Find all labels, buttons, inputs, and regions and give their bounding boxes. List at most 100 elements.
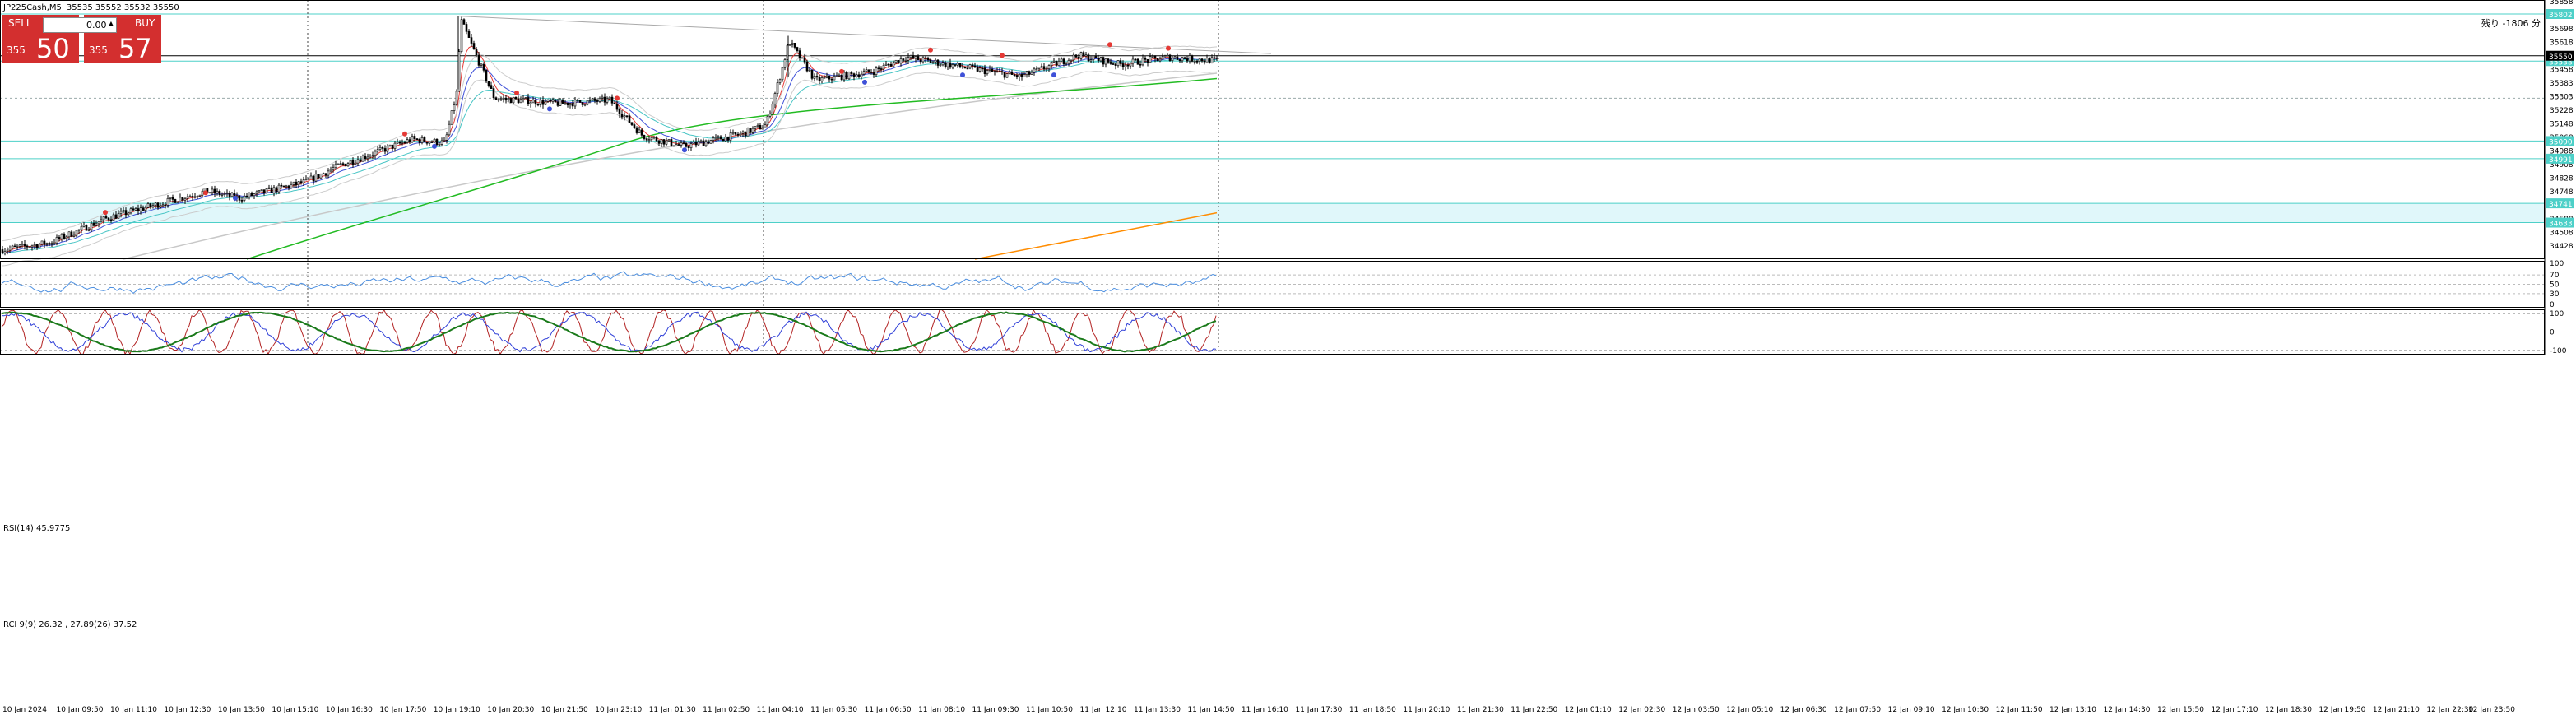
- candle: [838, 74, 841, 77]
- candle: [1072, 54, 1075, 61]
- candle: [699, 140, 703, 142]
- candle: [339, 163, 342, 165]
- candle: [1126, 64, 1130, 67]
- candle: [255, 191, 258, 194]
- time-axis-label: 10 Jan 16:30: [326, 706, 373, 714]
- lot-stepper-icon[interactable]: ▲: [108, 20, 114, 27]
- candle: [1163, 55, 1167, 58]
- candle: [591, 98, 594, 100]
- time-axis-label: 11 Jan 09:30: [972, 706, 1019, 714]
- candle: [290, 184, 293, 188]
- trend-line[interactable]: [458, 16, 1272, 54]
- time-axis-label: 12 Jan 17:10: [2211, 706, 2258, 714]
- candle: [30, 245, 34, 248]
- rci-axis-label: 100: [2550, 310, 2564, 318]
- candle: [628, 115, 631, 123]
- candle: [240, 200, 244, 202]
- candle: [183, 198, 187, 201]
- candle: [842, 72, 846, 81]
- candle: [1074, 54, 1078, 58]
- candle: [707, 141, 710, 144]
- candle: [75, 230, 78, 236]
- candle: [443, 139, 446, 142]
- candle: [734, 132, 737, 135]
- candle: [1158, 58, 1162, 62]
- candle: [1057, 61, 1061, 66]
- candle: [33, 244, 36, 247]
- candle: [448, 123, 451, 136]
- price-tag-label: 35802: [2549, 12, 2573, 20]
- time-axis-label: 12 Jan 01:10: [1565, 706, 1612, 714]
- candle: [462, 19, 466, 25]
- price-tag-background: [2546, 50, 2574, 61]
- candle: [53, 242, 56, 244]
- candle: [660, 139, 663, 144]
- candle: [929, 59, 932, 63]
- candle: [218, 191, 221, 196]
- candle: [319, 174, 323, 179]
- candle: [818, 77, 821, 81]
- candle: [258, 190, 261, 193]
- candle: [904, 59, 907, 62]
- candle: [593, 98, 596, 101]
- candle: [201, 190, 204, 196]
- candle: [23, 243, 26, 247]
- candle: [981, 67, 984, 70]
- candle: [1060, 58, 1063, 62]
- candle: [798, 50, 801, 58]
- candle: [815, 76, 819, 78]
- buy-signal-dot: [547, 106, 552, 112]
- candle: [1161, 56, 1164, 60]
- lot-size-input[interactable]: 0.00 ▲: [43, 17, 117, 33]
- sell-signal-dot: [1000, 53, 1005, 58]
- candle: [527, 97, 530, 105]
- candle: [889, 63, 893, 67]
- candle: [354, 162, 357, 165]
- candle: [729, 132, 732, 141]
- candle: [243, 195, 246, 201]
- candle: [1149, 56, 1152, 63]
- candle: [1151, 56, 1154, 58]
- candle: [887, 63, 890, 66]
- candle: [403, 142, 406, 144]
- candle: [882, 65, 885, 70]
- rci-long-line: [1, 311, 1217, 353]
- candle: [369, 155, 372, 158]
- candle: [223, 193, 226, 195]
- candle: [754, 126, 757, 129]
- candle: [16, 245, 19, 248]
- candle: [1050, 62, 1053, 66]
- candle: [907, 57, 910, 61]
- candle: [1020, 73, 1023, 77]
- candle: [1037, 67, 1041, 69]
- candle: [102, 216, 105, 221]
- candle: [1005, 73, 1009, 78]
- time-axis-label: 10 Jan 2024: [2, 706, 47, 714]
- candle: [796, 47, 799, 51]
- candle: [702, 140, 705, 146]
- candle: [248, 193, 251, 197]
- candle: [408, 139, 411, 142]
- candle: [97, 221, 100, 225]
- candle: [166, 197, 169, 206]
- candle: [1028, 71, 1031, 75]
- candle: [894, 59, 898, 63]
- candle: [944, 62, 947, 67]
- ma-long-orange-line: [974, 211, 1218, 260]
- candle: [191, 196, 194, 197]
- price-tag-background: [2546, 136, 2574, 146]
- candle: [736, 133, 740, 136]
- candle: [1156, 58, 1159, 62]
- time-axis-label: 12 Jan 21:10: [2373, 706, 2420, 714]
- candle: [472, 43, 476, 50]
- time-axis-label: 11 Jan 06:50: [865, 706, 912, 714]
- candle: [3, 251, 7, 254]
- candle: [277, 184, 281, 193]
- candle: [366, 156, 369, 159]
- candle: [549, 99, 552, 102]
- candle: [6, 249, 9, 252]
- candle: [976, 66, 979, 72]
- candle: [376, 149, 379, 152]
- candle: [1134, 58, 1137, 61]
